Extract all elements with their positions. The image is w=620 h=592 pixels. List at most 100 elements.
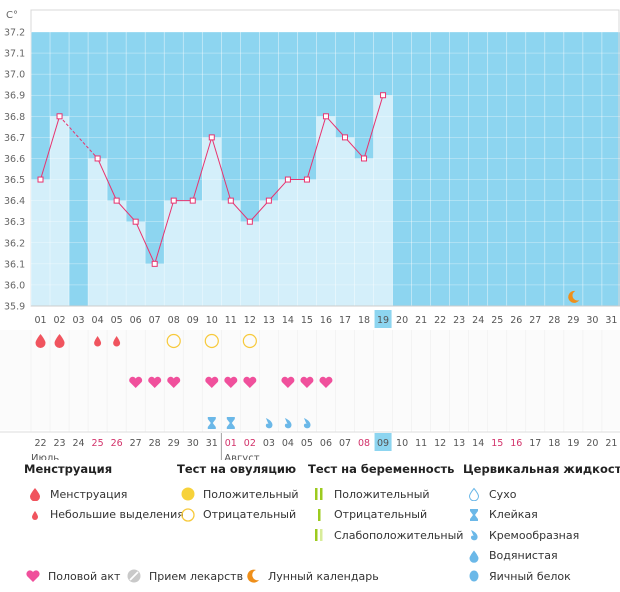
water-drop-icon bbox=[463, 549, 485, 563]
legend-menstruation-title: Менструация bbox=[24, 462, 113, 476]
calendar-date-label: 02 bbox=[244, 438, 256, 449]
legend-item-medication: Прием лекарств bbox=[123, 566, 243, 587]
calendar-date-label: 14 bbox=[472, 438, 484, 449]
calendar-date-label: 18 bbox=[548, 438, 560, 449]
y-tick-label: 36.1 bbox=[4, 259, 25, 270]
cycle-day-label: 05 bbox=[111, 315, 123, 326]
temperature-line-segment bbox=[249, 200, 270, 223]
cycle-day-label: 06 bbox=[130, 315, 142, 326]
legend-label-pregnancy-positive: Положительный bbox=[334, 487, 430, 501]
heart-icon bbox=[22, 569, 44, 583]
cycle-day-label: 08 bbox=[168, 315, 180, 326]
cycle-day-label: 24 bbox=[472, 315, 484, 326]
cervical-watery bbox=[303, 418, 311, 429]
intercourse-heart bbox=[167, 376, 181, 388]
calendar-date-label: 22 bbox=[34, 438, 46, 449]
cycle-day-label: 04 bbox=[92, 315, 104, 326]
temperature-point bbox=[56, 113, 63, 120]
cycle-day-label: 20 bbox=[396, 315, 408, 326]
calendar-date-label: 26 bbox=[111, 438, 123, 449]
temperature-point bbox=[227, 197, 234, 204]
temperature-point bbox=[380, 92, 387, 99]
swirl-drop-icon bbox=[463, 528, 485, 542]
legend-label-spotting: Небольшие выделения bbox=[50, 508, 184, 522]
temperature-line-segment bbox=[116, 200, 137, 223]
temperature-point bbox=[113, 197, 120, 204]
cycle-day-label: 13 bbox=[263, 315, 275, 326]
cycle-day-label: 28 bbox=[548, 315, 560, 326]
legend: Менструация Менструация Небольшие выделе… bbox=[0, 462, 620, 592]
y-tick-label: 36.0 bbox=[4, 280, 25, 291]
cycle-day-label: 12 bbox=[244, 315, 256, 326]
legend-cervical: Цервикальная жидкость Сухо Клейкая Кремо… bbox=[463, 462, 620, 587]
y-tick-label: 35.9 bbox=[4, 302, 25, 313]
temperature-line-segment bbox=[363, 95, 384, 159]
legend-pregnancy-test: Тест на беременность Положительный Отриц… bbox=[308, 462, 463, 546]
legend-item-intercourse: Половой акт bbox=[22, 566, 120, 587]
calendar-date-label: 31 bbox=[206, 438, 218, 449]
calendar-date-label: 20 bbox=[586, 438, 598, 449]
cycle-day-label: 22 bbox=[434, 315, 446, 326]
legend-label-ovulation-negative: Отрицательный bbox=[203, 508, 297, 522]
cycle-day-label: 15 bbox=[301, 315, 313, 326]
calendar-date-label: 27 bbox=[130, 438, 142, 449]
cervical-sticky bbox=[207, 417, 216, 429]
oval-icon bbox=[463, 569, 485, 583]
temperature-point bbox=[361, 155, 368, 162]
cycle-day-label: 17 bbox=[339, 315, 351, 326]
calendar-date-label: 23 bbox=[53, 438, 65, 449]
temperature-bar bbox=[259, 200, 279, 306]
calendar-date-label: 25 bbox=[92, 438, 104, 449]
intercourse-heart bbox=[224, 376, 238, 388]
temperature-point bbox=[265, 197, 272, 204]
y-tick-label: 36.5 bbox=[4, 175, 25, 186]
double-bar-icon bbox=[308, 487, 330, 501]
calendar-date-label: 04 bbox=[282, 438, 294, 449]
legend-label-menstruation: Менструация bbox=[50, 487, 128, 501]
y-tick-label: 37.2 bbox=[4, 28, 25, 39]
calendar-date-label: 07 bbox=[339, 438, 351, 449]
temperature-point bbox=[189, 197, 196, 204]
drop-icon bbox=[24, 487, 46, 502]
small-drop-icon bbox=[24, 509, 46, 521]
bar-icon bbox=[308, 508, 330, 522]
temperature-bar bbox=[88, 158, 108, 306]
temperature-line-segment bbox=[40, 116, 61, 180]
y-tick-label: 36.6 bbox=[4, 154, 25, 165]
calendar-date-label: 17 bbox=[529, 438, 541, 449]
legend-label-medication: Прием лекарств bbox=[149, 569, 244, 583]
legend-ovulation-title: Тест на овуляцию bbox=[177, 462, 297, 476]
temperature-chart: C° 35.9 36.0 36.1 36.2 36.3 36.4 36.5 36.6 36.7 36… bbox=[0, 9, 620, 460]
legend-label-lunar: Лунный календарь bbox=[268, 569, 379, 583]
legend-item-sticky: Клейкая bbox=[463, 505, 620, 526]
cycle-day-label: 30 bbox=[586, 315, 598, 326]
temperature-point bbox=[151, 260, 158, 267]
moon-icon bbox=[242, 568, 264, 584]
temperature-line-segment bbox=[230, 200, 251, 223]
cervical-watery bbox=[284, 418, 292, 429]
calendar-date-label: 13 bbox=[453, 438, 465, 449]
faint-bar-icon bbox=[308, 528, 330, 542]
cycle-day-label: 09 bbox=[187, 315, 199, 326]
legend-pregnancy-title: Тест на беременность bbox=[308, 462, 455, 476]
y-tick-label: 36.4 bbox=[4, 196, 25, 207]
legend-item-pregnancy-negative: Отрицательный bbox=[308, 505, 463, 526]
month-label-second: Август bbox=[224, 453, 259, 460]
cycle-day-label: 03 bbox=[73, 315, 85, 326]
intercourse-heart bbox=[205, 376, 219, 388]
calendar-date-label: 06 bbox=[320, 438, 332, 449]
legend-item-ovulation-negative: Отрицательный bbox=[177, 505, 299, 526]
intercourse-heart bbox=[148, 376, 162, 388]
legend-cervical-title: Цервикальная жидкость bbox=[463, 462, 620, 476]
calendar-date-label: 28 bbox=[149, 438, 161, 449]
current-day-highlight bbox=[374, 310, 392, 328]
temperature-line-segment bbox=[154, 200, 175, 264]
legend-label-sticky: Клейкая bbox=[489, 508, 538, 522]
cycle-day-label: 10 bbox=[206, 315, 218, 326]
today-highlight bbox=[374, 433, 392, 451]
cycle-day-label: 11 bbox=[225, 315, 237, 326]
temperature-bar bbox=[107, 200, 127, 306]
cycle-day-label: 26 bbox=[510, 315, 522, 326]
legend-label-intercourse: Половой акт bbox=[48, 569, 121, 583]
temperature-bar bbox=[221, 200, 241, 306]
